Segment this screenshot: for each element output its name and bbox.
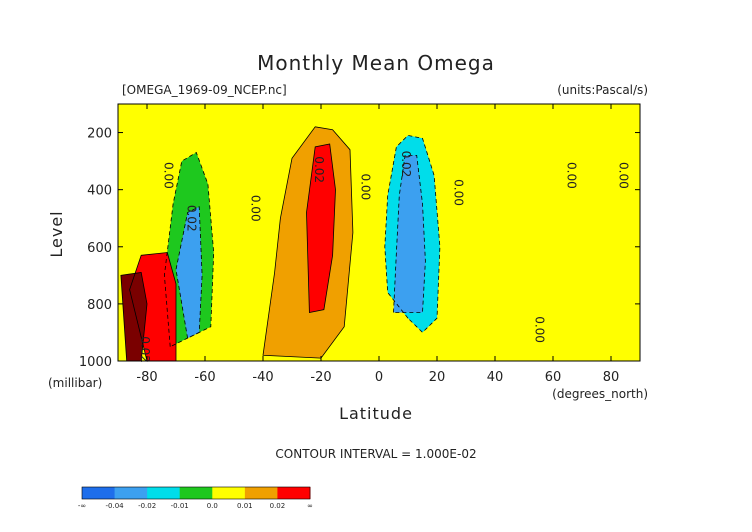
x-tick-label: 40 xyxy=(487,370,504,385)
contour-label-5: 0.02 xyxy=(399,151,413,178)
x-axis-title: Latitude xyxy=(339,404,413,423)
colorbar-swatch-2 xyxy=(147,487,181,499)
contour-label-7: 0.00 xyxy=(565,162,579,189)
contour-label-layer: 0.00 0.02 0.00 0.02 0.00 0.02 0.00 0.00 0.00 0.00… xyxy=(138,151,631,363)
y-tick-label: 200 xyxy=(87,127,112,142)
y-tick-label: 1000 xyxy=(79,355,112,370)
colorbar-label: -0.01 xyxy=(171,502,189,510)
colorbar-frame xyxy=(81,486,311,500)
source-file-label: [OMEGA_1969-09_NCEP.nc] xyxy=(122,83,287,97)
contour-negative-tropics-core xyxy=(393,154,426,313)
field-positive-subtropics-core xyxy=(306,144,336,313)
contour-negative-tropics xyxy=(384,134,441,333)
y-tick-label: 600 xyxy=(87,241,112,256)
field-negative-sh-midlat-core xyxy=(176,206,203,339)
colorbar-swatch-4 xyxy=(212,487,246,499)
colorbar-swatch-0 xyxy=(82,487,116,499)
x-tick-label: 60 xyxy=(545,370,562,385)
field-negative-tropics-core xyxy=(393,155,426,313)
colorbar: -∞ -0.04 -0.02 -0.01 0.0 0.01 0.02 ∞ xyxy=(78,486,313,510)
y-tick-label: 800 xyxy=(87,298,112,313)
colorbar-swatch-5 xyxy=(244,487,278,499)
colorbar-label: 0.0 xyxy=(207,502,218,510)
field-positive-sh-polar-core xyxy=(120,272,147,361)
contour-label-4: 0.00 xyxy=(359,173,373,200)
x-tick-label: 20 xyxy=(429,370,446,385)
contour-label-8: 0.00 xyxy=(617,162,631,189)
y-axis-title: Level xyxy=(47,210,66,257)
contour-interval-label: CONTOUR INTERVAL = 1.000E-02 xyxy=(275,447,476,461)
colorbar-label: 0.02 xyxy=(270,502,286,510)
colorbar-label: ∞ xyxy=(307,502,313,510)
colorbar-label: -0.02 xyxy=(138,502,156,510)
x-tick-label: -80 xyxy=(136,370,157,385)
colorbar-label: -∞ xyxy=(78,502,86,510)
contour-label-1: 0.02 xyxy=(185,205,199,232)
contour-positive-subtropics-core xyxy=(306,143,336,313)
x-tick-label: 0 xyxy=(375,370,383,385)
colorbar-label: 0.01 xyxy=(237,502,253,510)
colorbar-label: -0.04 xyxy=(106,502,125,510)
y-tick-label: 400 xyxy=(87,184,112,199)
x-axis: -80 -60 -40 -20 0 20 40 60 80 xyxy=(136,104,619,385)
contour-label-10: 0.02 xyxy=(138,336,152,363)
x-tick-label: -20 xyxy=(310,370,331,385)
contour-label-3: 0.02 xyxy=(312,156,326,183)
chart-title: Monthly Mean Omega xyxy=(257,51,495,75)
y-axis: 200 400 600 800 1000 xyxy=(79,127,640,370)
units-label: (units:Pascal/s) xyxy=(557,83,648,97)
colorbar-swatch-6 xyxy=(277,487,311,499)
colorbar-swatch-1 xyxy=(114,487,148,499)
contour-negative-sh-midlat xyxy=(163,151,215,348)
contour-label-9: 0.00 xyxy=(533,316,547,343)
contour-negative-sh-midlat-core xyxy=(175,206,203,339)
x-tick-label: 80 xyxy=(603,370,620,385)
contour-label-2: 0.00 xyxy=(248,195,262,222)
y-axis-units: (millibar) xyxy=(48,376,102,390)
x-axis-units: (degrees_north) xyxy=(552,387,648,401)
x-tick-label: -40 xyxy=(252,370,273,385)
contour-label-0: 0.00 xyxy=(161,162,175,189)
contour-label-6: 0.00 xyxy=(451,179,465,206)
colorbar-swatch-3 xyxy=(179,487,213,499)
x-tick-label: -60 xyxy=(194,370,215,385)
field-layer xyxy=(120,126,440,361)
contour-positive-subtropics xyxy=(262,126,354,359)
